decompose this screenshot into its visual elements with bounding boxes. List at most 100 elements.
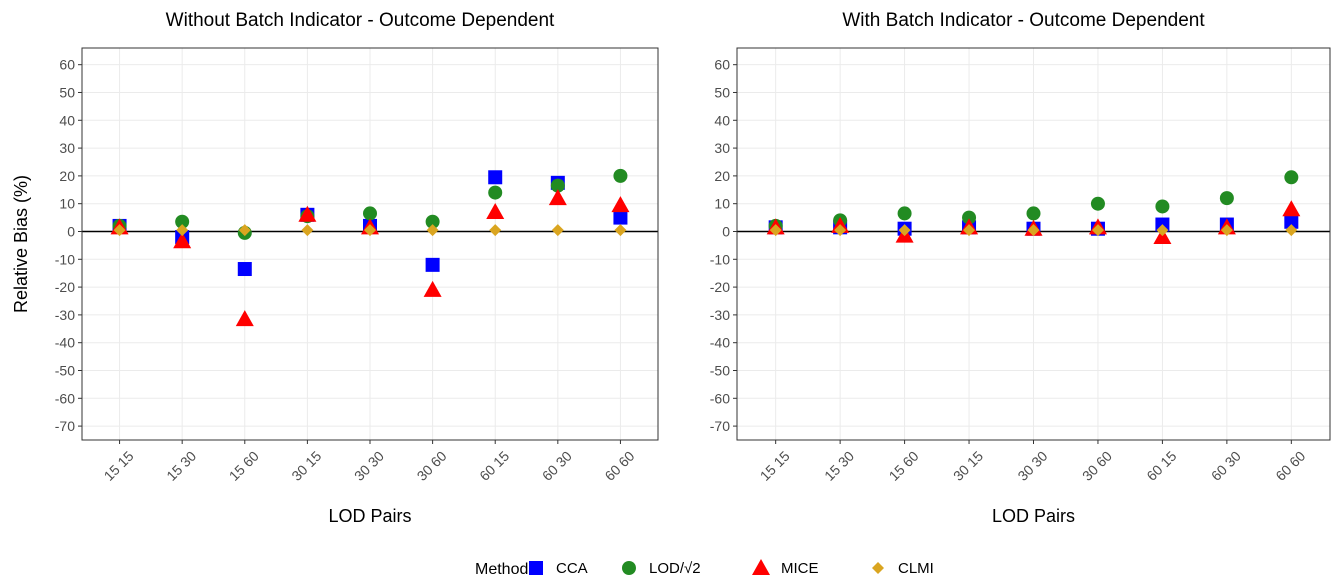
legend-title: Method: [475, 561, 533, 578]
marker [426, 224, 439, 237]
marker [425, 214, 440, 229]
x-tick-label: 15 30 [821, 448, 857, 484]
marker [486, 203, 505, 220]
marker [551, 224, 564, 237]
y-tick-label: 40 [59, 112, 75, 128]
y-axis-title: Relative Bias (%) [11, 175, 31, 313]
plot-frame [81, 47, 659, 441]
x-tick-label: 30 30 [1014, 448, 1050, 484]
marker [1026, 206, 1041, 221]
marker [423, 280, 442, 297]
x-tick-label: 30 15 [950, 448, 986, 484]
y-tick-label: 0 [722, 223, 730, 239]
marker [175, 214, 190, 229]
y-tick-label: -70 [55, 418, 75, 434]
marker [425, 257, 440, 272]
marker [1219, 191, 1234, 206]
marker [613, 210, 628, 225]
chart-title: Without Batch Indicator - Outcome Depend… [166, 10, 555, 31]
x-tick-label: 60 60 [601, 448, 637, 484]
legend-marker [752, 559, 770, 575]
legend-label: MICE [781, 560, 819, 577]
marker [113, 224, 126, 237]
y-tick-label: -50 [55, 362, 75, 378]
x-tick-label: 30 15 [288, 448, 324, 484]
x-tick-label: 15 15 [757, 448, 793, 484]
marker [488, 170, 503, 185]
y-tick-label: 50 [59, 84, 75, 100]
marker [489, 224, 502, 237]
y-tick-label: -50 [710, 362, 730, 378]
y-tick-label: -20 [55, 279, 75, 295]
legend-marker [622, 561, 636, 575]
y-tick-label: -70 [710, 418, 730, 434]
marker [1091, 224, 1104, 237]
marker [1156, 224, 1169, 237]
plot-frame [736, 47, 1331, 441]
y-tick-label: 30 [714, 140, 730, 156]
marker [550, 178, 565, 193]
legend-label: LOD/√2 [649, 560, 701, 577]
y-tick-label: 0 [67, 223, 75, 239]
chart-title: With Batch Indicator - Outcome Dependent [842, 10, 1205, 31]
y-tick-label: 60 [714, 57, 730, 73]
marker [613, 168, 628, 183]
marker [364, 224, 376, 237]
y-tick-label: -30 [55, 307, 75, 323]
x-tick-label: 15 15 [101, 448, 137, 484]
y-tick-label: 20 [59, 168, 75, 184]
marker [1285, 224, 1298, 237]
x-tick-label: 60 60 [1272, 448, 1308, 484]
marker [834, 224, 847, 237]
y-tick-label: 30 [59, 140, 75, 156]
x-tick-label: 15 30 [163, 448, 199, 484]
y-tick-label: 60 [59, 57, 75, 73]
x-tick-label: 30 30 [351, 448, 387, 484]
marker [614, 224, 627, 237]
marker [363, 206, 377, 221]
y-tick-label: 40 [714, 112, 730, 128]
marker [1027, 224, 1040, 237]
y-tick-label: -30 [710, 307, 730, 323]
marker [1155, 199, 1170, 214]
marker [301, 224, 314, 237]
marker [548, 189, 567, 206]
x-tick-label: 15 60 [226, 448, 262, 484]
marker [897, 206, 912, 221]
marker [962, 210, 977, 225]
x-tick-label: 60 30 [539, 448, 575, 484]
x-tick-label: 60 30 [1208, 448, 1244, 484]
legend-marker [872, 562, 884, 574]
marker [488, 185, 503, 200]
y-tick-label: -60 [55, 390, 75, 406]
legend-marker [529, 561, 543, 575]
y-tick-label: -20 [710, 279, 730, 295]
marker [298, 205, 317, 222]
marker [1282, 200, 1301, 217]
y-tick-label: -10 [710, 251, 730, 267]
x-tick-label: 60 15 [476, 448, 512, 484]
y-tick-label: 10 [714, 196, 730, 212]
y-tick-label: -10 [55, 251, 75, 267]
x-tick-label: 30 60 [414, 448, 450, 484]
y-tick-label: 10 [59, 196, 75, 212]
x-axis-title: LOD Pairs [992, 506, 1075, 526]
marker [1284, 170, 1299, 185]
marker [237, 262, 252, 277]
x-tick-label: 30 60 [1079, 448, 1115, 484]
marker [769, 224, 782, 237]
marker [238, 224, 251, 237]
marker [176, 224, 189, 237]
marker [963, 224, 976, 237]
marker [1090, 196, 1105, 211]
y-tick-label: -60 [710, 390, 730, 406]
y-tick-label: 20 [714, 168, 730, 184]
marker [1220, 224, 1233, 237]
x-tick-label: 15 60 [886, 448, 922, 484]
x-axis-title: LOD Pairs [328, 506, 411, 526]
legend-label: CLMI [898, 560, 934, 577]
legend-label: CCA [556, 560, 588, 577]
x-tick-label: 60 15 [1143, 448, 1179, 484]
marker [1284, 214, 1299, 229]
